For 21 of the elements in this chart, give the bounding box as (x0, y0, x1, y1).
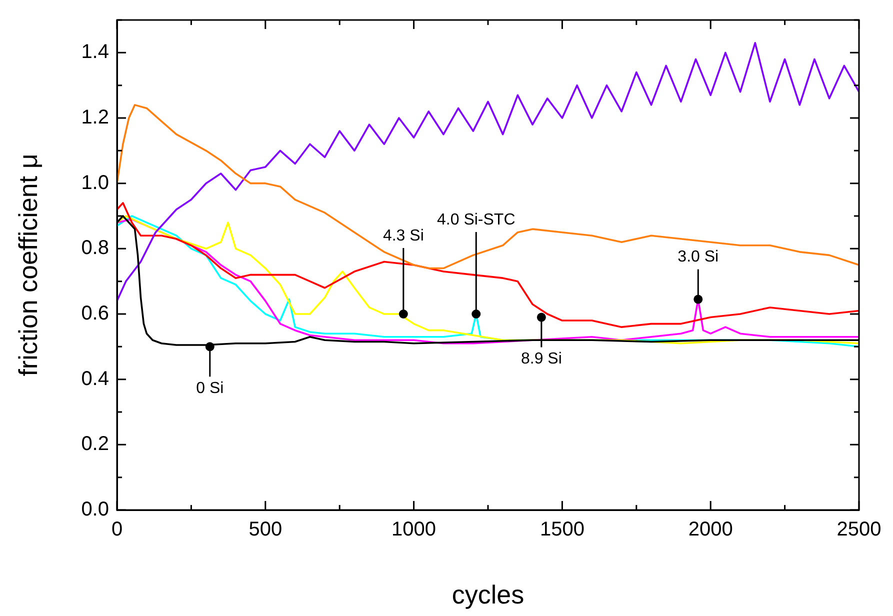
annotation: 4.0 Si-STC (437, 211, 516, 228)
annotation: 0 Si (196, 380, 224, 398)
y-tick-label: 0.4 (81, 368, 109, 390)
annotation: 8.9 Si (520, 350, 562, 368)
y-tick-label: 0.0 (81, 498, 109, 521)
y-tick-label: 1.0 (81, 172, 109, 194)
y-axis-title: friction coefficient μ (12, 154, 43, 376)
y-tick-label: 0.2 (81, 433, 109, 456)
annotation: 4.3 Si (382, 227, 424, 244)
y-tick-label: 0.8 (81, 237, 109, 260)
x-tick-label: 0 (111, 518, 123, 541)
y-tick-label: 1.4 (81, 41, 109, 64)
x-tick-label: 2500 (836, 518, 882, 541)
y-tick-label: 1.2 (81, 106, 109, 129)
x-tick-label: 1500 (540, 518, 584, 541)
x-tick-label: 2000 (688, 518, 733, 541)
x-tick-label: 1000 (392, 518, 436, 541)
x-axis-title: cycles (452, 580, 524, 610)
annotation: 3.0 Si (678, 248, 719, 266)
y-tick-label: 0.6 (81, 302, 109, 325)
x-tick-label: 500 (248, 518, 282, 541)
